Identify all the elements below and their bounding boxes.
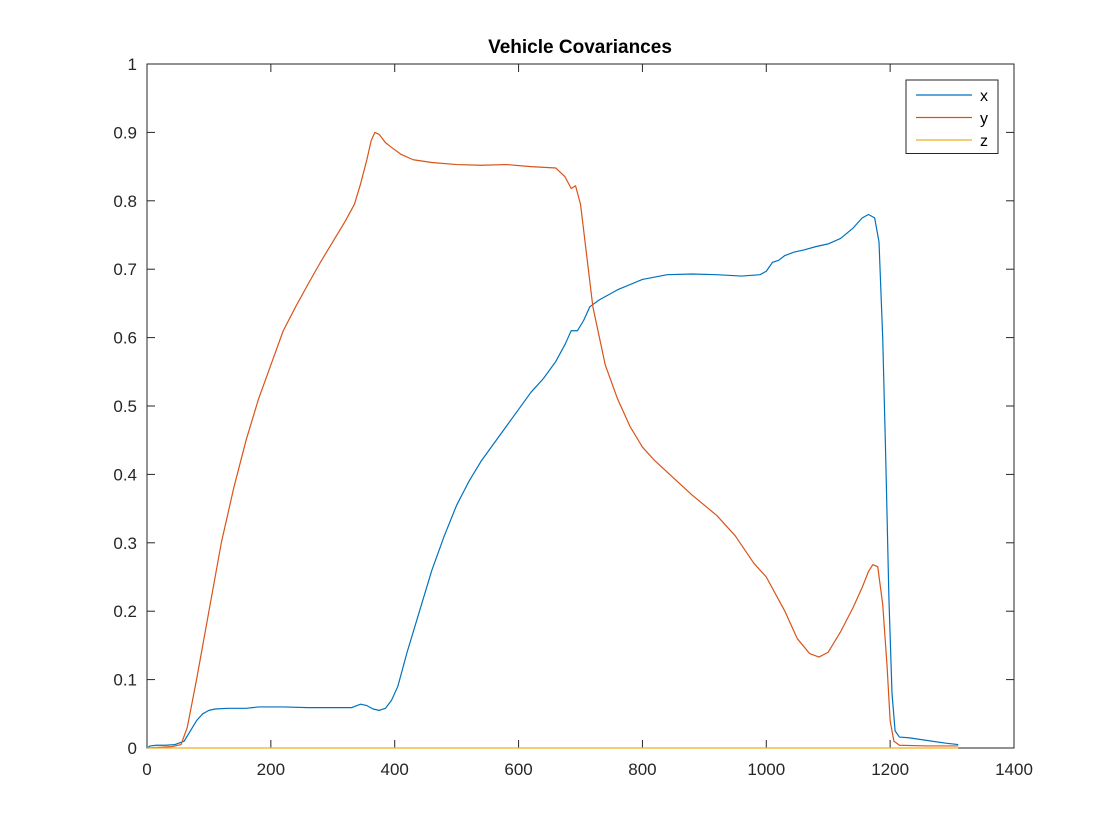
axis-ticks: 0 200 400 600 800 1000 1200 1400 0 0.1 0.2 0.3 0.4 0.… [113,55,1033,779]
legend: xyz [905,79,999,154]
x-tick-label: 200 [257,760,285,779]
y-tick-label: 0.7 [113,260,137,279]
y-tick-label: 0.9 [113,123,137,142]
y-tick-label: 0.5 [113,397,137,416]
y-tick-label: 0.2 [113,602,137,621]
y-tick-label: 1 [128,55,137,74]
series-line-y [146,131,959,749]
x-tick-label: 800 [628,760,656,779]
y-tick-label: 0.4 [113,465,137,484]
x-tick-label: 1000 [747,760,785,779]
plot-area [146,63,1015,749]
legend-label-z: z [980,133,988,150]
legend-box [905,79,999,154]
axes-box [146,63,1015,749]
series-line-x [146,213,959,749]
x-tick-label: 0 [142,760,151,779]
legend-label-x: x [980,88,988,105]
x-tick-label: 600 [504,760,532,779]
y-tick-label: 0 [128,739,137,758]
x-tick-label: 400 [381,760,409,779]
y-tick-label: 0.3 [113,534,137,553]
x-tick-label: 1400 [995,760,1033,779]
series-layer [146,131,959,749]
chart-title: Vehicle Covariances [488,37,672,58]
y-tick-label: 0.1 [113,671,137,690]
x-tick-label: 1200 [871,760,909,779]
legend-label-y: y [980,111,988,128]
y-tick-label: 0.8 [113,192,137,211]
y-tick-label: 0.6 [113,329,137,348]
